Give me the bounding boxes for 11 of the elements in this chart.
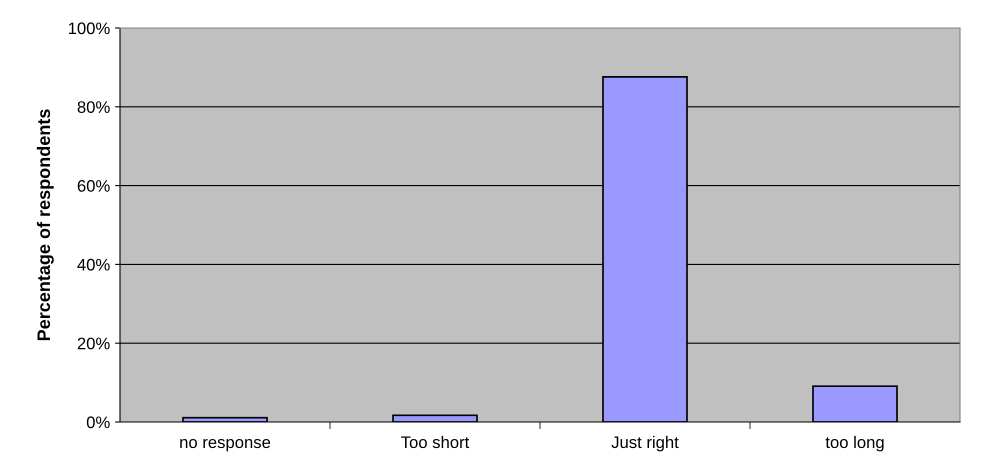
y-axis-title: Percentage of respondents bbox=[36, 109, 54, 340]
x-tick-label: too long bbox=[826, 436, 884, 452]
y-tick-label: 40% bbox=[77, 258, 110, 271]
x-tick-label: Too short bbox=[401, 436, 470, 448]
y-tick-label: 100% bbox=[68, 22, 110, 34]
y-tick-label: 20% bbox=[78, 338, 110, 350]
x-tick-label: no response bbox=[180, 439, 270, 452]
y-tick-label: 0% bbox=[86, 416, 110, 428]
y-tick-label: 80% bbox=[78, 101, 110, 114]
y-tick-label: 60% bbox=[78, 180, 110, 192]
x-tick-label: Just right bbox=[611, 436, 679, 452]
